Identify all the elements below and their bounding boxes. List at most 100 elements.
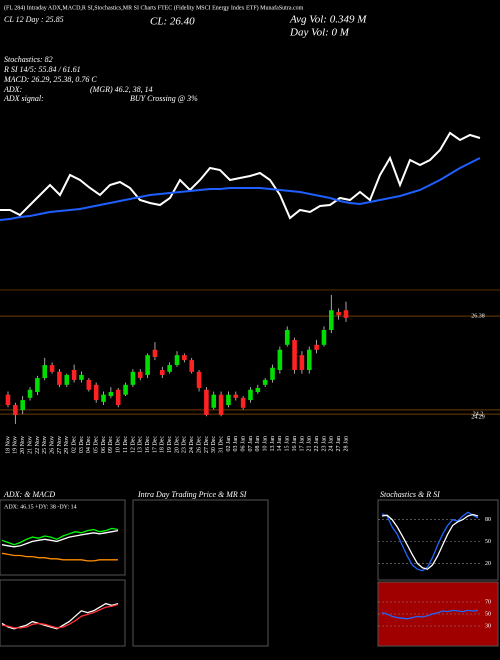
candle-body [20, 400, 25, 410]
x-tick-label: 12 Dec [130, 436, 136, 453]
candle-body [13, 405, 18, 415]
x-tick-label: 16 Dec [145, 436, 151, 453]
x-tick-label: 26 Nov [49, 436, 55, 454]
x-tick-label: 18 Dec [160, 436, 166, 453]
header-line: (FL 284) Intraday ADX,MACD,R SI,Stochast… [4, 4, 304, 11]
x-tick-label: 24 Jan [329, 436, 335, 452]
panel-title: ADX: & MACD [3, 490, 55, 499]
x-tick-label: 07 Jan [248, 436, 254, 452]
y-tick-label: 20 [485, 561, 491, 567]
x-tick-label: 15 Jan [285, 436, 291, 452]
candle-body [306, 349, 312, 370]
candle-body [145, 355, 150, 375]
candle-body [343, 310, 349, 318]
x-tick-label: 04 Dec [86, 436, 92, 453]
candle-body [167, 365, 172, 372]
x-tick-label: 21 Jan [307, 436, 313, 452]
candle-body [255, 387, 261, 393]
x-tick-label: 26 Dec [196, 436, 202, 453]
adx-signal-label: ADX signal: [3, 94, 44, 103]
series-line [1, 529, 119, 548]
candle-body [284, 329, 290, 345]
y-tick-label: 26.38 [471, 313, 485, 319]
x-tick-label: 19 Nov [13, 436, 19, 454]
x-tick-label: 20 Nov [20, 436, 26, 454]
x-tick-label: 23 Dec [182, 436, 188, 453]
candle-body [79, 374, 84, 380]
x-tick-label: 11 Dec [123, 436, 129, 453]
candle-body [321, 329, 327, 345]
candle-body [5, 394, 11, 406]
series-line [1, 602, 119, 630]
x-tick-label: 30 Dec [211, 436, 217, 453]
candle-body [101, 394, 106, 402]
series-line [381, 511, 479, 572]
candle-body [86, 379, 92, 390]
y-tick-label: 30 [485, 623, 491, 629]
candle-body [123, 384, 128, 395]
adx-value: (MGR) 46.2, 38, 14 [90, 85, 153, 94]
candle-body [248, 389, 253, 401]
candle-body [49, 365, 55, 372]
candle-body [42, 365, 48, 379]
x-tick-label: 10 Dec [116, 436, 122, 453]
candle-body [27, 389, 33, 398]
y-tick-label: 70 [485, 599, 491, 605]
candle-body [277, 349, 283, 370]
candle-body [204, 389, 209, 415]
candle-body [292, 339, 297, 370]
candle-body [218, 394, 224, 415]
x-tick-label: 03 Jan [233, 436, 239, 452]
x-tick-label: 02 Dec [72, 436, 78, 453]
x-tick-label: 08 Jan [255, 436, 261, 452]
candle-body [64, 374, 70, 385]
x-tick-label: 27 Jan [336, 436, 342, 452]
candle-body [329, 310, 334, 330]
series-line [0, 131, 481, 220]
x-tick-label: 06 Dec [101, 436, 107, 453]
avg-volume: Avg Vol: 0.349 M [289, 14, 367, 26]
x-tick-label: 23 Jan [321, 436, 327, 452]
panel-title: Intra Day Trading Price & MR SI [137, 490, 247, 499]
close: CL: 26.40 [150, 16, 195, 28]
x-tick-label: 24 Dec [189, 436, 195, 453]
candle-body [189, 360, 194, 372]
candle-body [160, 369, 165, 375]
x-tick-label: 16 Jan [292, 436, 298, 452]
x-tick-label: 28 Jan [343, 436, 349, 452]
candle-body [226, 394, 231, 406]
y-tick-label: 50 [485, 611, 491, 617]
candle-body [196, 371, 202, 388]
x-tick-label: 20 Dec [174, 436, 180, 453]
candle-body [211, 394, 217, 408]
x-tick-label: 14 Jan [277, 436, 283, 452]
candle-body [262, 379, 268, 385]
adx-label: ADX: [3, 85, 23, 94]
close-12-day: CL 12 Day : 25.85 [4, 15, 64, 24]
panel-frame [377, 499, 499, 581]
panel-frame [0, 579, 126, 647]
adx-readout: ADX: 46.15 +DY: 38 -DY: 14 [4, 504, 77, 510]
candle-body [336, 312, 341, 316]
candle-body [71, 369, 77, 380]
x-tick-label: 03 Dec [79, 436, 85, 453]
x-tick-label: 19 Dec [167, 436, 173, 453]
candle-body [57, 371, 62, 385]
x-tick-label: 18 Nov [5, 436, 11, 454]
candle-body [108, 392, 114, 397]
candle-body [182, 355, 187, 361]
y-tick-label: 24.29 [471, 414, 485, 420]
x-tick-label: 22 Jan [314, 436, 320, 452]
day-volume: Day Vol: 0 M [289, 27, 350, 39]
stochastics-value: Stochastics: 82 [4, 55, 53, 64]
macd-value: MACD: 26.29, 25.38, 0.76 C [3, 75, 97, 84]
series-line [0, 157, 481, 221]
candle-body [174, 355, 180, 366]
x-tick-label: 05 Dec [94, 436, 100, 453]
series-line [381, 609, 479, 620]
x-tick-label: 17 Jan [299, 436, 305, 452]
series-line [1, 527, 119, 546]
x-tick-label: 02 Jan [226, 436, 232, 452]
panel-frame [0, 499, 126, 576]
x-tick-label: 10 Jan [263, 436, 269, 452]
